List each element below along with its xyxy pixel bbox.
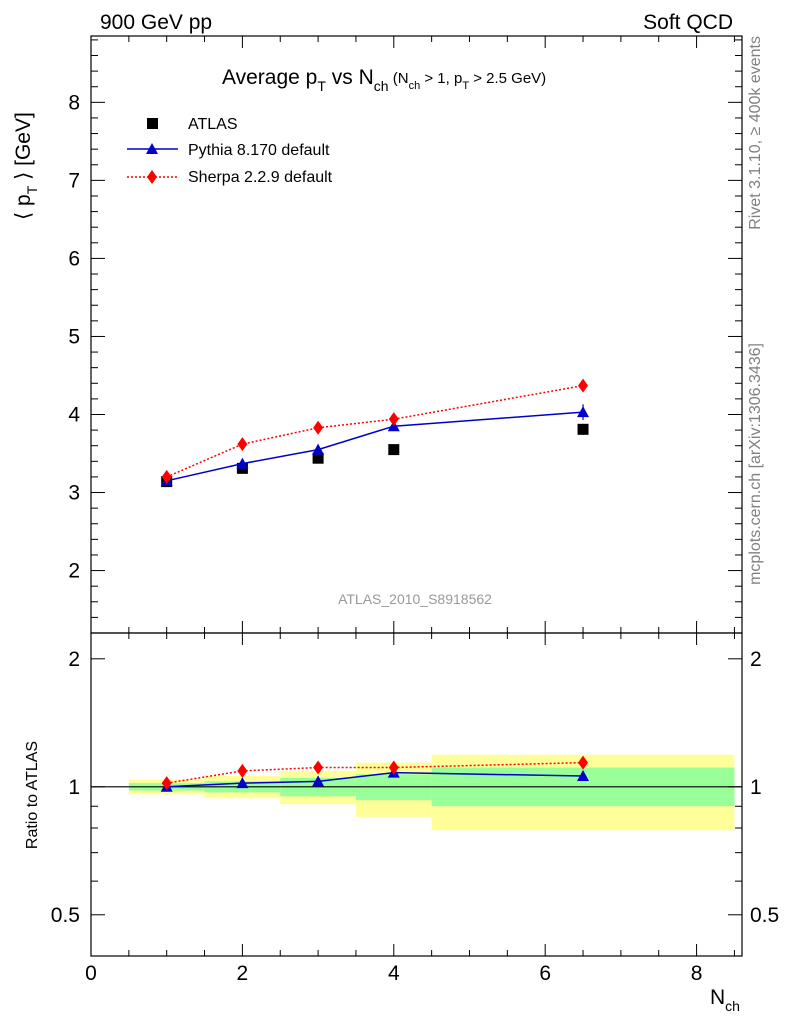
ratio-point — [237, 763, 248, 778]
ratio-point — [312, 775, 325, 787]
uncertainty-bands — [91, 754, 742, 831]
legend-atlas-label: ATLAS — [188, 116, 238, 133]
x-tick-label: 4 — [388, 962, 400, 985]
upper-y-axis-label: ⟨ pT ⟩ [GeV] — [12, 112, 40, 220]
ratio-point — [577, 770, 590, 782]
lower-y-axis-label: Ratio to ATLAS — [24, 741, 41, 849]
y-tick-label-right: 1 — [750, 776, 762, 799]
x-tick-label: 8 — [691, 962, 703, 985]
data-point — [388, 412, 399, 427]
x-tick-label: 6 — [539, 962, 551, 985]
legend-pythia-marker — [146, 143, 158, 154]
y-tick-label: 5 — [68, 325, 80, 348]
rivet-label: Rivet 3.1.10, ≥ 400k events — [747, 36, 764, 230]
y-tick-label: 4 — [68, 403, 80, 426]
y-tick-label: 2 — [68, 648, 80, 671]
y-tick-label: 6 — [68, 247, 80, 270]
data-point — [578, 378, 589, 393]
data-point — [236, 457, 249, 469]
legend-pythia-label: Pythia 8.170 default — [188, 142, 330, 159]
y-tick-label: 0.5 — [51, 904, 80, 927]
x-tick-label: 0 — [85, 962, 97, 985]
legend: ATLAS Pythia 8.170 default Sherpa 2.2.9 … — [127, 116, 333, 186]
data-point — [312, 443, 325, 455]
y-tick-label: 3 — [68, 482, 80, 505]
legend-atlas-marker — [147, 118, 158, 129]
y-tick-label: 2 — [68, 560, 80, 583]
y-tick-label-right: 0.5 — [750, 904, 779, 927]
data-point — [577, 406, 590, 418]
mcplots-label: mcplots.cern.ch [arXiv:1306.3436] — [747, 343, 764, 585]
ratio-point — [578, 755, 589, 770]
y-tick-label: 1 — [68, 776, 80, 799]
y-tick-label: 7 — [68, 169, 80, 192]
data-point — [577, 423, 589, 435]
svg-text:⟨ pT ⟩ [GeV]: ⟨ pT ⟩ [GeV] — [12, 112, 40, 220]
data-point — [313, 420, 324, 435]
y-tick-label: 8 — [68, 91, 80, 114]
analysis-watermark: ATLAS_2010_S8918562 — [338, 591, 492, 607]
legend-sherpa-label: Sherpa 2.2.9 default — [188, 169, 333, 186]
ratio-point — [388, 760, 399, 775]
data-point — [237, 437, 248, 452]
data-point — [161, 469, 172, 484]
data-point — [388, 444, 400, 456]
ratio-point — [161, 776, 172, 791]
lower-frame — [90, 632, 743, 957]
ratio-point — [313, 760, 324, 775]
chart-title: Average pT vs Nch (Nch > 1, pT > 2.5 GeV… — [222, 66, 546, 94]
series-line-2 — [166, 384, 584, 478]
ratio-point — [236, 777, 249, 789]
header-right: Soft QCD — [643, 11, 733, 34]
lower-panel — [90, 632, 743, 957]
data-series — [160, 378, 590, 792]
header-left: 900 GeV pp — [100, 11, 212, 34]
axis-ticks: 0 2 4 6 8 2 3 4 5 6 7 8 0.5 0.5 1 1 2 2 — [51, 36, 779, 985]
data-point — [312, 452, 324, 464]
legend-sherpa-marker — [147, 170, 157, 184]
x-axis-label: Nch — [710, 986, 740, 1014]
y-tick-label-right: 2 — [750, 648, 762, 671]
x-tick-label: 2 — [237, 962, 249, 985]
series-line-1 — [166, 411, 584, 482]
